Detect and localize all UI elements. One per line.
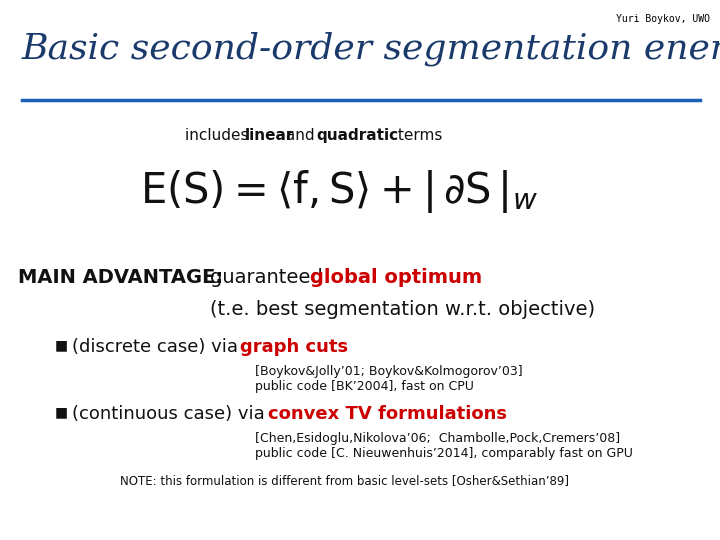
Text: convex TV formulations: convex TV formulations [268,405,507,423]
Text: and: and [281,128,320,143]
Text: [Chen,Esidoglu,Nikolova’06;  Chambolle,Pock,Cremers’08]: [Chen,Esidoglu,Nikolova’06; Chambolle,Po… [255,432,620,445]
Text: graph cuts: graph cuts [240,338,348,356]
Text: ■: ■ [55,338,68,352]
Text: linear: linear [245,128,294,143]
Text: MAIN ADVANTAGE:: MAIN ADVANTAGE: [18,268,223,287]
Text: ■: ■ [55,405,68,419]
Text: Basic second-order segmentation energy: Basic second-order segmentation energy [22,32,720,66]
Text: quadratic: quadratic [316,128,398,143]
Text: global optimum: global optimum [310,268,482,287]
Text: (continuous case) via: (continuous case) via [72,405,271,423]
Text: guaranteed: guaranteed [210,268,329,287]
Text: [Boykov&Jolly’01; Boykov&Kolmogorov’03]: [Boykov&Jolly’01; Boykov&Kolmogorov’03] [255,365,523,378]
Text: (t.e. best segmentation w.r.t. objective): (t.e. best segmentation w.r.t. objective… [210,300,595,319]
Text: public code [BK’2004], fast on CPU: public code [BK’2004], fast on CPU [255,380,474,393]
Text: terms: terms [393,128,442,143]
Text: includes: includes [185,128,253,143]
Text: public code [C. Nieuwenhuis’2014], comparably fast on GPU: public code [C. Nieuwenhuis’2014], compa… [255,447,633,460]
Text: (discrete case) via: (discrete case) via [72,338,244,356]
Text: Yuri Boykov, UWO: Yuri Boykov, UWO [616,14,710,24]
Text: NOTE: this formulation is different from basic level-sets [Osher&Sethian’89]: NOTE: this formulation is different from… [120,474,569,487]
Text: $\mathrm{E(S)} = \left\langle \mathrm{f,S} \right\rangle + |\,\partial\mathrm{S}: $\mathrm{E(S)} = \left\langle \mathrm{f,… [140,168,538,215]
